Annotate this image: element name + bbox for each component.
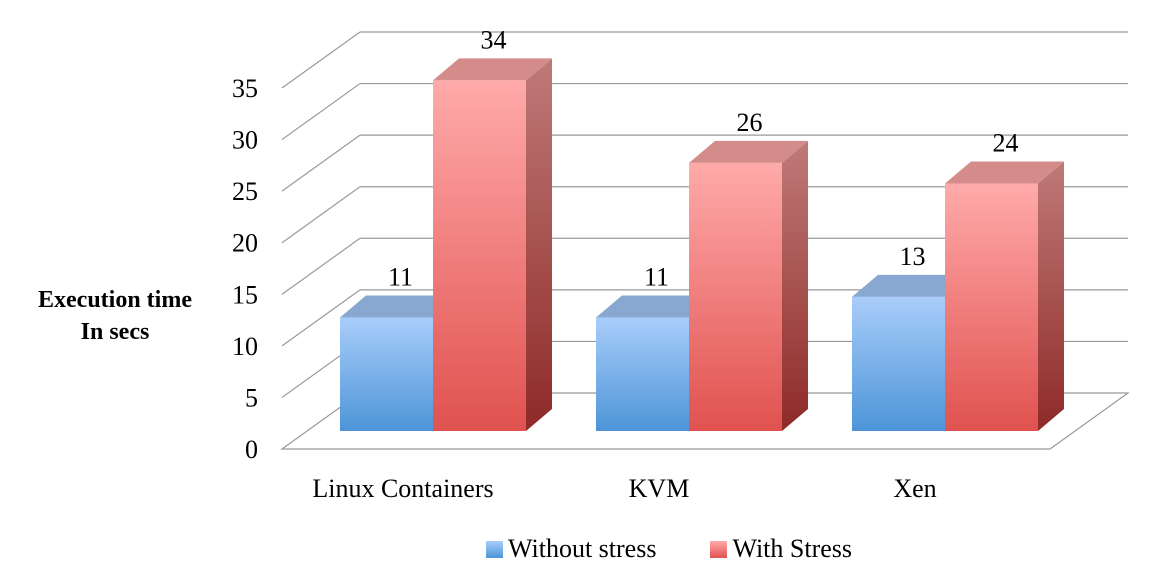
gridline-depth bbox=[281, 186, 361, 244]
gridline-depth bbox=[281, 289, 361, 347]
legend-item-without-stress: Without stress bbox=[486, 534, 656, 564]
bar-top bbox=[689, 140, 808, 163]
gridline-depth bbox=[281, 31, 361, 89]
legend: Without stress With Stress bbox=[486, 533, 906, 565]
bar-without-stress bbox=[596, 317, 689, 431]
bars bbox=[340, 58, 1064, 432]
legend-label-without-stress: Without stress bbox=[508, 534, 657, 563]
legend-swatch-red bbox=[710, 540, 728, 558]
data-label: 26 bbox=[737, 108, 763, 137]
data-label: 13 bbox=[900, 242, 926, 271]
y-tick-labels: 0 5 10 15 20 25 30 35 bbox=[232, 74, 258, 464]
bar-side bbox=[1038, 161, 1064, 431]
y-tick-label: 5 bbox=[245, 383, 258, 412]
bar-top bbox=[852, 274, 971, 297]
gridline-depth bbox=[281, 134, 361, 192]
bar-top bbox=[340, 295, 459, 318]
x-tick-label: Xen bbox=[893, 474, 936, 503]
bar-without-stress bbox=[340, 317, 433, 431]
legend-item-with-stress: With Stress bbox=[710, 534, 852, 564]
y-tick-label: 20 bbox=[232, 229, 258, 258]
data-label: 34 bbox=[481, 25, 507, 54]
x-tick-label: Linux Containers bbox=[312, 474, 493, 503]
y-tick-label: 25 bbox=[232, 177, 258, 206]
data-labels: 11 34 11 26 13 24 bbox=[388, 25, 1019, 291]
y-tick-label: 0 bbox=[245, 435, 258, 464]
bar-side bbox=[782, 140, 808, 432]
x-tick-label: KVM bbox=[629, 474, 690, 503]
bar-without-stress bbox=[852, 296, 945, 431]
x-tick-labels: Linux Containers KVM Xen bbox=[312, 474, 936, 503]
legend-swatch-blue bbox=[486, 540, 503, 558]
y-tick-label: 30 bbox=[232, 126, 258, 155]
bar-with-stress bbox=[689, 162, 782, 432]
bar-top bbox=[433, 58, 552, 81]
y-axis-label: Execution time In secs bbox=[6, 284, 224, 348]
gridline-depth bbox=[281, 83, 361, 141]
y-tick-label: 10 bbox=[232, 332, 258, 361]
bar-top bbox=[945, 161, 1064, 184]
bar-with-stress bbox=[945, 183, 1038, 431]
data-label: 11 bbox=[644, 263, 669, 292]
data-label: 24 bbox=[993, 128, 1019, 157]
y-axis-label-line1: Execution time bbox=[38, 287, 192, 313]
data-label: 11 bbox=[388, 263, 413, 292]
y-tick-label: 35 bbox=[232, 74, 258, 103]
bar-with-stress bbox=[433, 80, 526, 432]
bar-top bbox=[596, 295, 715, 318]
gridline-depth bbox=[281, 237, 361, 295]
y-axis-label-line2: In secs bbox=[80, 319, 150, 345]
y-tick-label: 15 bbox=[232, 280, 258, 309]
legend-label-with-stress: With Stress bbox=[732, 534, 853, 563]
bar-side bbox=[526, 58, 552, 432]
